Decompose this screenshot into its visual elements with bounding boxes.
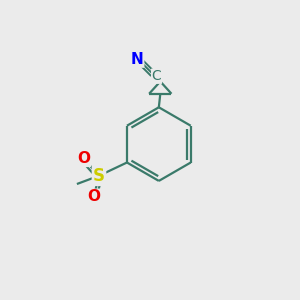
Text: N: N (131, 52, 144, 67)
Text: O: O (77, 151, 90, 166)
Text: O: O (87, 190, 100, 205)
Text: S: S (93, 167, 105, 185)
Text: C: C (152, 69, 161, 83)
